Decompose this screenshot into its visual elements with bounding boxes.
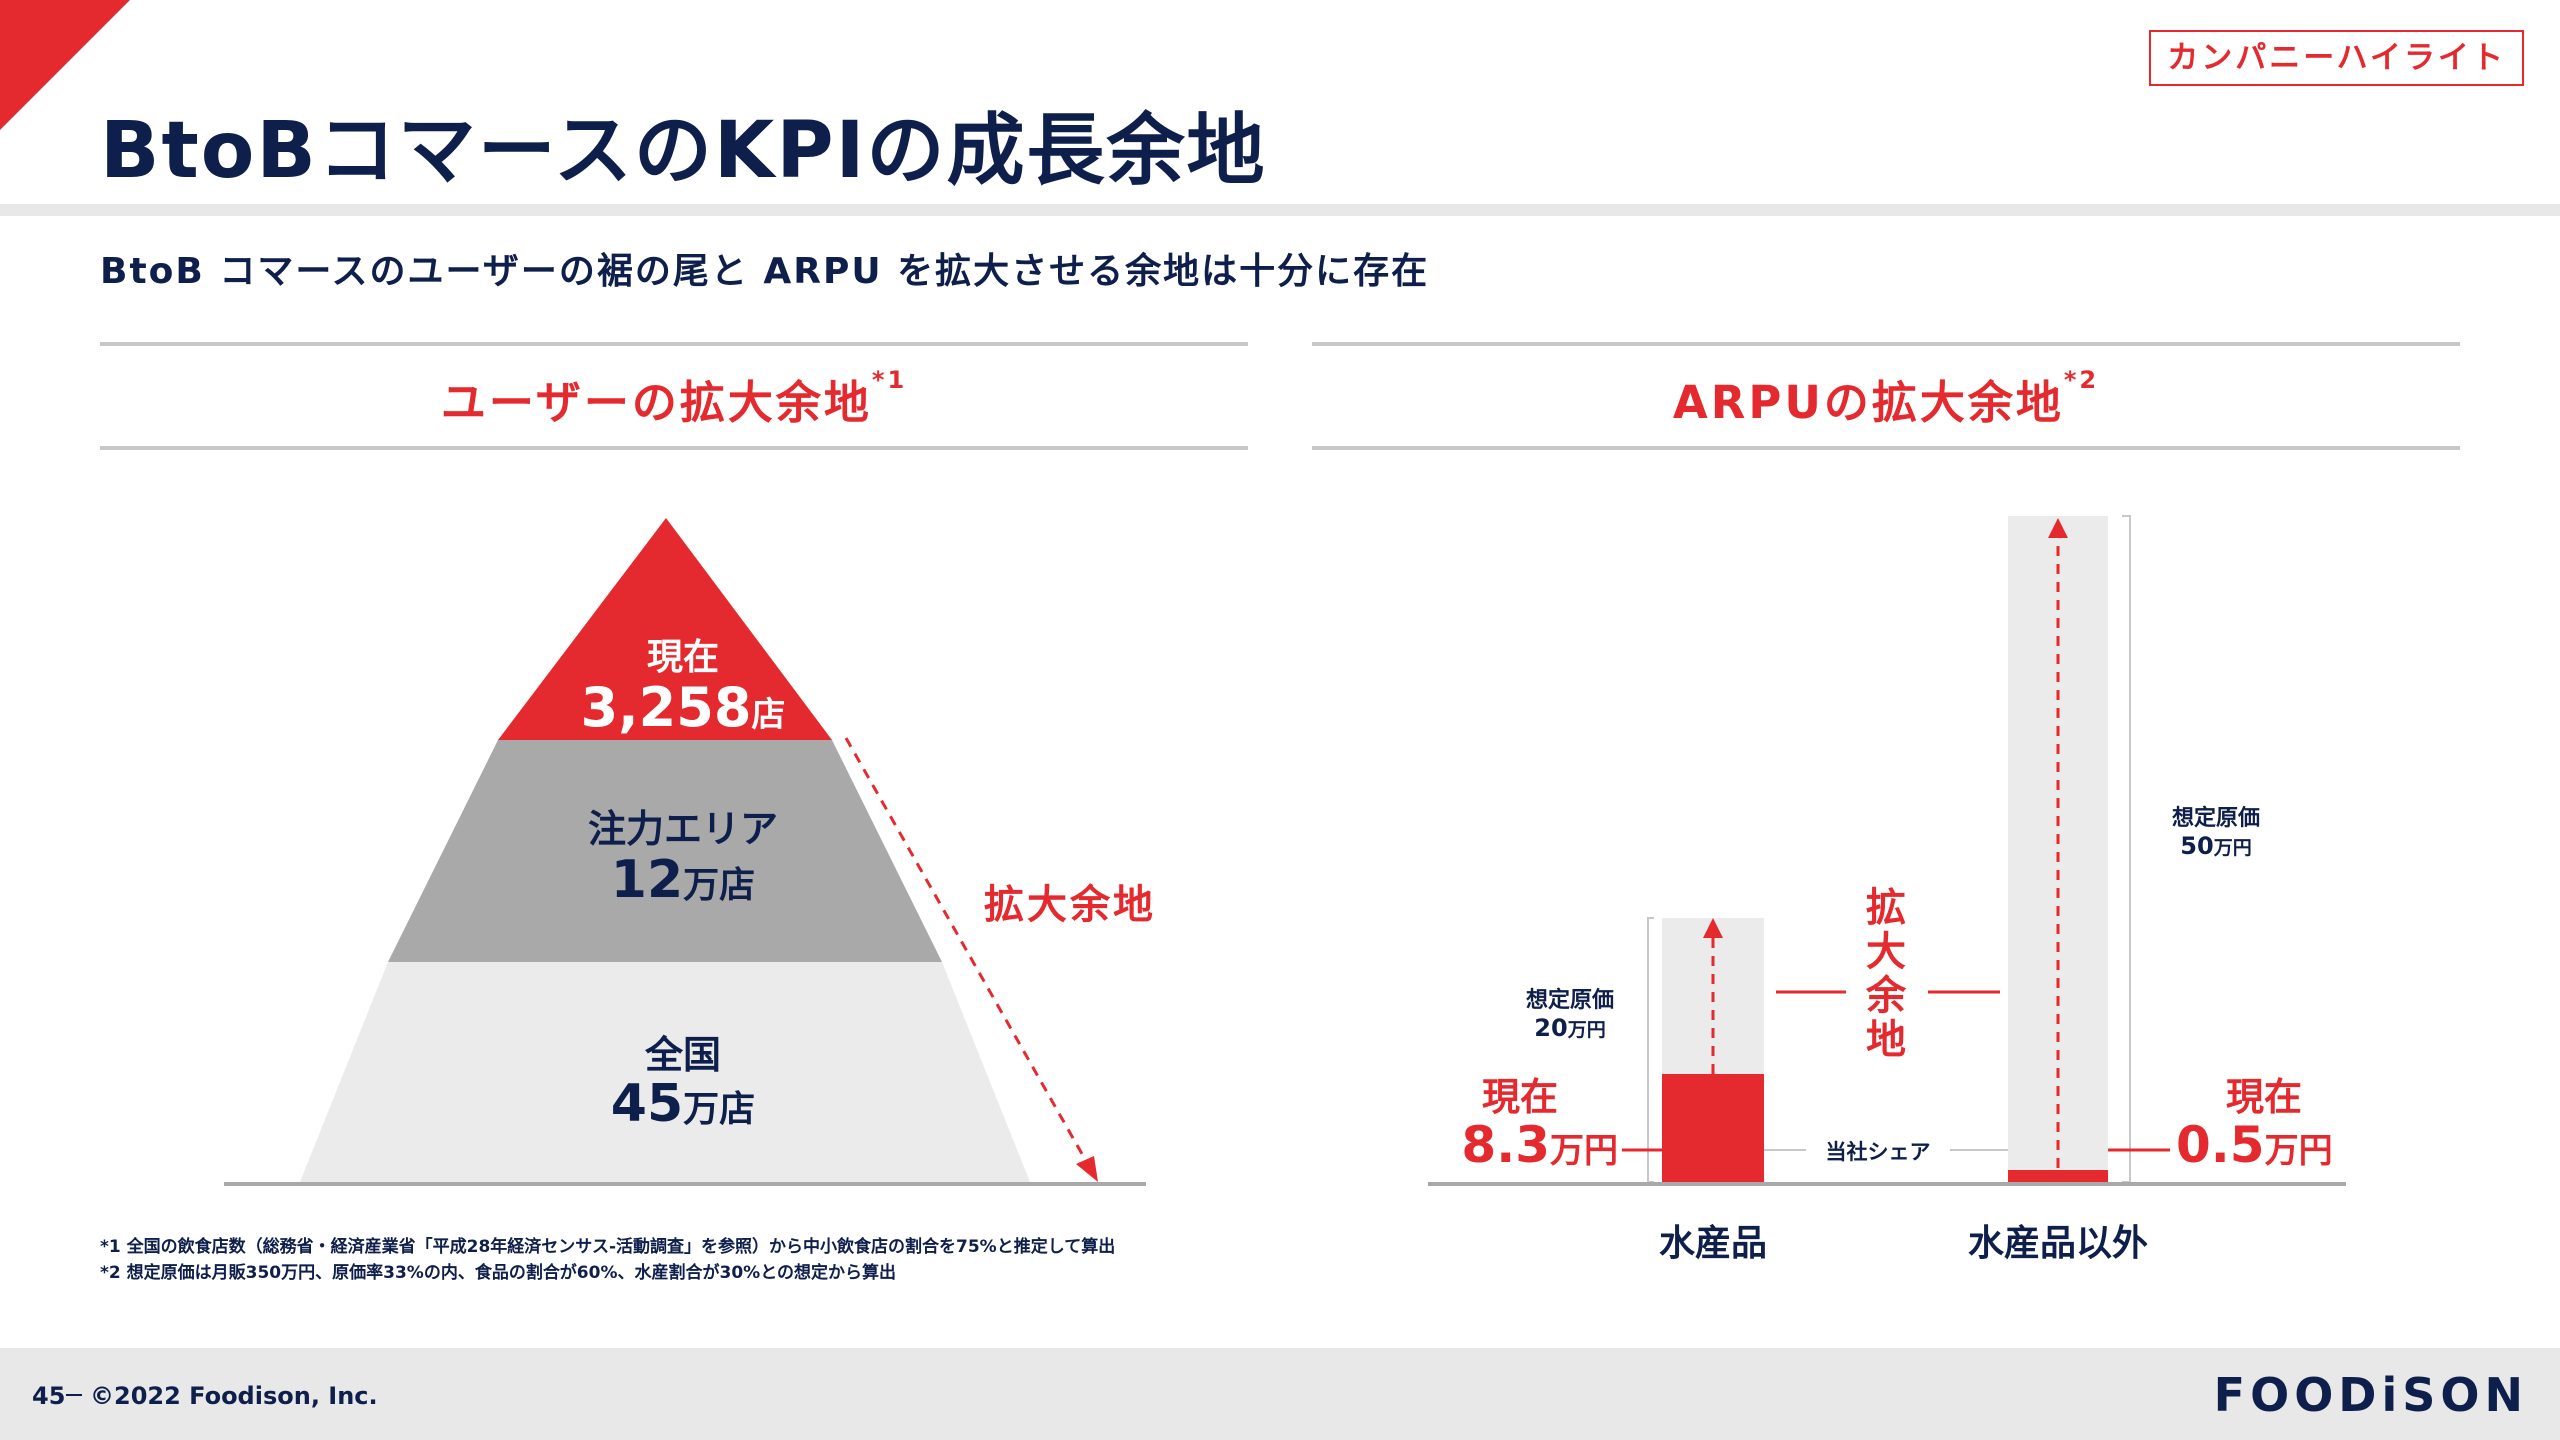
bar-other-bracket (2122, 515, 2131, 1183)
bar-other-current (2008, 1170, 2108, 1182)
tier-current-value: 3,258 (580, 676, 752, 739)
other-assumed-unit: 万円 (2213, 837, 2252, 859)
tier-national-value-group: 45万店 (483, 1074, 883, 1134)
seafood-assumed-value: 20 (1534, 1014, 1568, 1042)
tier-national-label: 全国 (644, 1033, 721, 1077)
footnote-1: *1 全国の飲食店数（総務省・経済産業省「平成28年経済センサス-活動調査」を参… (100, 1237, 1116, 1257)
category-seafood: 水産品 (1658, 1223, 1767, 1264)
left-heading-top-rule (100, 342, 1248, 346)
page-number: 45 (32, 1382, 66, 1410)
seafood-assumed-value-group: 20万円 (1500, 1014, 1640, 1042)
tier-focus-value: 12 (610, 850, 684, 910)
right-expand-char: 拡 (1866, 885, 1906, 931)
tier-national-value: 45 (610, 1074, 684, 1134)
tier-current-unit: 店 (751, 695, 786, 735)
seafood-current-value-group: 8.3万円 (1418, 1116, 1618, 1174)
pyramid-tier-current (498, 518, 832, 740)
tier-focus-unit: 万店 (683, 865, 756, 906)
right-expand-char: 余 (1866, 973, 1906, 1019)
other-current-label: 現在 (2225, 1075, 2302, 1119)
right-expand-char: 大 (1866, 929, 1906, 975)
bar-seafood-current (1662, 1074, 1764, 1182)
seafood-assumed-unit: 万円 (1567, 1019, 1606, 1041)
bar-other-potential (2008, 516, 2108, 1182)
left-expand-label: 拡大余地 (984, 882, 1156, 928)
tier-focus-value-group: 12万店 (483, 850, 883, 910)
footnote-2: *2 想定原価は月販350万円、原価率33%の内、食品の割合が60%、水産割合が… (100, 1263, 897, 1283)
expand-arrow-head (1076, 1156, 1098, 1182)
bar-other-arrow-head (2048, 518, 2068, 538)
category-other: 水産品以外 (1967, 1223, 2148, 1264)
other-current-unit: 万円 (2264, 1131, 2333, 1171)
seafood-current-value: 8.3 (1461, 1116, 1550, 1174)
right-heading-text: ARPUの拡大余地 (1672, 376, 2064, 429)
corner-accent (0, 0, 130, 130)
left-heading-note: *1 (871, 366, 908, 394)
other-assumed-value-group: 50万円 (2146, 832, 2286, 860)
seafood-assumed-label: 想定原価 (1525, 988, 1614, 1013)
right-heading-top-rule (1312, 342, 2460, 346)
right-heading-note: *2 (2063, 366, 2100, 394)
right-expand-char: 地 (1866, 1017, 1906, 1063)
tier-current-label: 現在 (646, 637, 719, 678)
seafood-current-unit: 万円 (1550, 1131, 1618, 1171)
pyramid-tier-national (300, 962, 1030, 1182)
right-section-heading: ARPUの拡大余地*2 (1312, 366, 2460, 431)
left-section-heading: ユーザーの拡大余地*1 (100, 366, 1248, 431)
other-current-value: 0.5 (2176, 1116, 2265, 1174)
tier-national-unit: 万店 (683, 1089, 756, 1130)
other-current-value-group: 0.5万円 (2176, 1116, 2376, 1174)
bar-seafood-arrow-head (1703, 918, 1723, 938)
other-assumed-label: 想定原価 (2171, 806, 2260, 831)
page-title: BtoBコマースのKPIの成長余地 (100, 106, 1267, 196)
left-heading-text: ユーザーの拡大余地 (440, 376, 872, 429)
pyramid-tier-focus (388, 740, 942, 962)
title-divider (0, 204, 2560, 216)
page-subtitle: BtoB コマースのユーザーの裾の尾と ARPU を拡大させる余地は十分に存在 (100, 251, 1430, 292)
tier-current-value-group: 3,258店 (533, 676, 833, 739)
tier-focus-label: 注力エリア (587, 807, 778, 851)
left-heading-bottom-rule (100, 446, 1248, 450)
other-assumed-value: 50 (2180, 832, 2214, 860)
seafood-current-label: 現在 (1481, 1075, 1558, 1119)
footer-bar (0, 1348, 2560, 1440)
share-label: 当社シェア (1825, 1140, 1931, 1164)
right-heading-bottom-rule (1312, 446, 2460, 450)
company-logo: FOODiSON (2213, 1368, 2528, 1422)
section-badge: カンパニーハイライト (2149, 30, 2524, 86)
right-expand-label: 拡 大 余 地 (1856, 886, 1916, 1062)
copyright: ©2022 Foodison, Inc. (90, 1382, 378, 1410)
page-number-dash (66, 1394, 82, 1396)
bar-seafood-bracket (1647, 917, 1654, 1183)
